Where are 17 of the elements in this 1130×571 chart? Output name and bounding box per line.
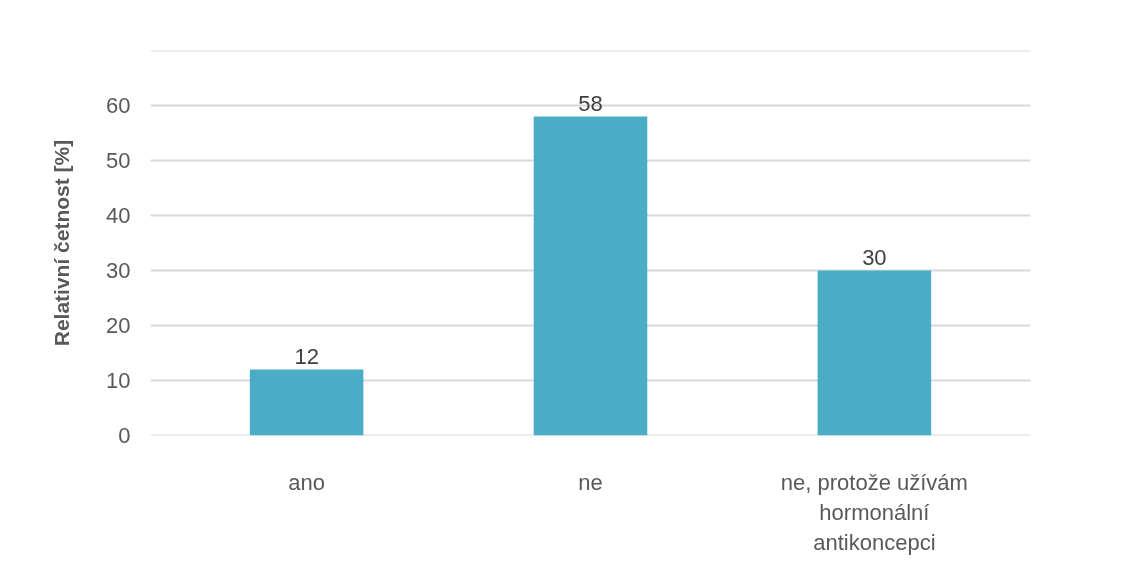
bar [533,116,648,436]
y-tick-label: 10 [106,368,131,393]
bar [817,270,932,436]
x-tick-label: ne [578,469,603,495]
y-tick-label: 40 [106,203,131,228]
y-tick-label: 60 [106,93,131,118]
y-tick-label: 50 [106,148,131,173]
y-tick-label: 0 [118,423,131,448]
data-label: 30 [862,244,887,270]
x-tick-label: ne, protože užívám hormonální antikoncepci [780,469,968,555]
data-label: 12 [294,343,319,369]
bar [249,369,364,436]
y-axis-title: Relativní četnost [%] [50,139,74,347]
x-tick-label: ano [288,469,325,495]
y-tick-label: 30 [106,258,131,283]
data-label: 58 [578,90,603,116]
y-tick-label: 20 [106,313,131,338]
